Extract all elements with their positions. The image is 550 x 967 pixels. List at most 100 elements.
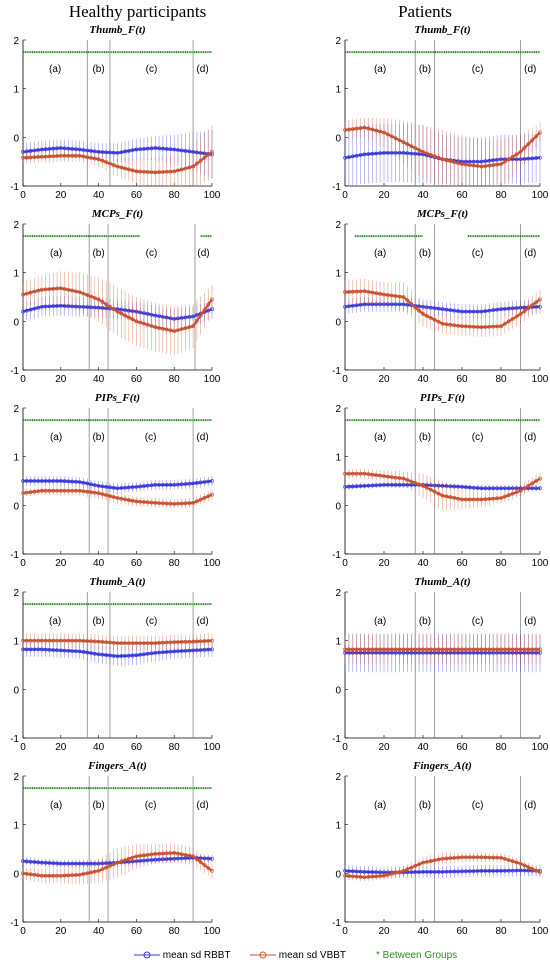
mean-point-vbbt [475,647,480,652]
mean-point-rbbt [382,151,386,155]
mean-point-vbbt [77,290,82,295]
mean-point-rbbt [138,147,143,152]
x-tick-label: 40 [417,374,429,385]
x-tick-label: 100 [204,742,221,753]
mean-point-vbbt [428,859,433,863]
mean-point-vbbt [172,501,177,506]
mean-point-vbbt [378,473,383,478]
mean-point-vbbt [21,638,25,643]
y-tick-label: 1 [335,453,341,464]
mean-point-vbbt [385,132,390,137]
mean-point-rbbt [475,869,480,873]
series-rbbt [21,476,214,494]
mean-point-vbbt [417,148,422,152]
mean-point-vbbt [506,157,511,162]
phase-label: (a) [374,432,386,443]
mean-point-vbbt [362,471,367,476]
phase-label: (d) [524,432,536,443]
mean-point-vbbt [483,325,488,329]
mean-point-vbbt [463,497,468,502]
mean-point-vbbt [424,151,429,156]
mean-point-rbbt [51,861,56,866]
mean-point-vbbt [467,855,472,860]
mean-point-rbbt [206,479,211,484]
x-tick-label: 80 [495,190,507,201]
mean-point-vbbt [194,639,199,644]
mean-point-vbbt [370,874,375,879]
mean-point-vbbt [70,638,75,643]
mean-point-rbbt [518,868,523,873]
x-tick-label: 20 [378,742,390,753]
mean-point-vbbt [138,641,143,646]
mean-point-vbbt [495,162,500,167]
mean-point-vbbt [448,856,453,861]
mean-point-vbbt [28,872,33,877]
mean-point-vbbt [160,851,165,856]
mean-point-rbbt [172,482,177,487]
mean-point-rbbt [153,650,158,655]
mean-point-vbbt [413,305,418,310]
mean-line-vbbt [23,639,213,645]
chart-title: MCPs_F(t) [91,208,143,220]
mean-point-rbbt [149,146,154,151]
legend-between-groups-label: * Between Groups [376,950,458,961]
mean-point-rbbt [350,303,355,308]
mean-point-rbbt [28,479,33,483]
mean-point-vbbt [47,287,52,292]
mean-point-rbbt [510,868,515,873]
x-tick-label: 60 [131,926,143,937]
mean-point-rbbt [452,869,457,874]
mean-point-vbbt [424,485,429,490]
mean-point-vbbt [142,500,146,504]
mean-point-vbbt [206,302,211,307]
y-tick-label: 1 [13,637,19,648]
x-tick-label: 40 [417,190,429,201]
phase-label: (c) [146,616,158,627]
mean-point-vbbt [502,647,507,652]
mean-point-rbbt [58,861,63,866]
mean-point-vbbt [81,291,86,296]
mean-point-vbbt [440,157,445,162]
mean-point-rbbt [81,480,86,485]
mean-point-vbbt [350,647,355,652]
y-tick-label: -1 [332,734,341,745]
mean-point-vbbt [487,647,492,652]
y-tick-label: 0 [335,685,341,696]
mean-point-rbbt [168,649,173,654]
mean-point-vbbt [366,126,371,131]
mean-point-rbbt [506,868,511,873]
mean-point-vbbt [111,640,116,645]
mean-point-rbbt [179,482,184,487]
mean-point-vbbt [138,853,143,858]
mean-point-rbbt [62,648,67,653]
mean-point-vbbt [28,490,33,495]
mean-point-vbbt [70,488,75,493]
mean-point-rbbt [471,309,476,314]
mean-point-vbbt [198,860,203,865]
phase-label: (a) [374,64,386,75]
mean-point-vbbt [354,874,359,879]
mean-point-vbbt [366,647,371,652]
mean-point-vbbt [405,867,410,872]
phase-label: (b) [419,432,431,443]
mean-point-vbbt [502,494,507,499]
mean-point-vbbt [428,316,433,320]
mean-point-rbbt [134,653,139,658]
phase-label: (b) [92,64,104,75]
mean-point-vbbt [187,501,192,505]
x-tick-label: 40 [417,558,429,569]
mean-point-vbbt [354,647,359,652]
mean-point-rbbt [444,307,449,312]
mean-point-rbbt [491,486,496,491]
x-tick-label: 20 [55,926,67,937]
mean-point-vbbt [115,309,120,314]
mean-point-vbbt [479,647,484,652]
mean-point-vbbt [471,855,476,860]
mean-point-vbbt [111,163,116,167]
y-tick-label: 1 [13,821,19,832]
phase-label: (a) [374,248,386,259]
mean-point-vbbt [172,329,177,333]
mean-point-vbbt [491,496,496,501]
x-tick-label: 100 [204,374,221,385]
